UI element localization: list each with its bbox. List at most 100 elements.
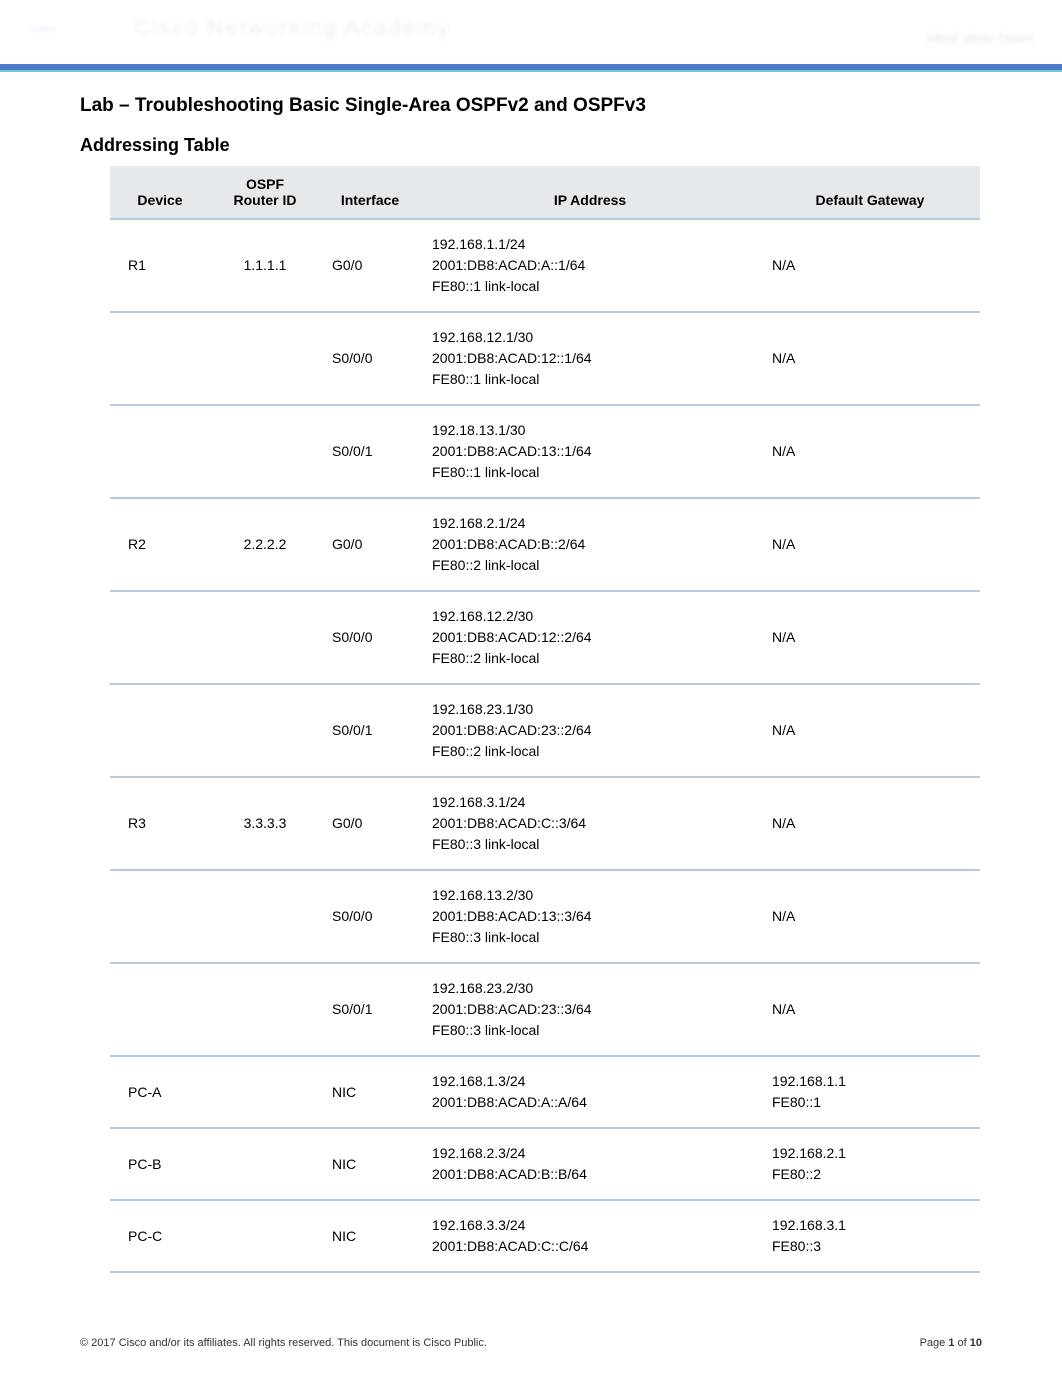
gateway-value: N/A — [772, 906, 968, 927]
ip-value: 2001:DB8:ACAD:A::1/64 — [432, 255, 748, 276]
ip-value: 2001:DB8:ACAD:B::2/64 — [432, 534, 748, 555]
gateway-value: N/A — [772, 348, 968, 369]
cell-device — [110, 591, 210, 684]
cell-device: R1 — [110, 219, 210, 312]
gateway-value: FE80::3 — [772, 1236, 968, 1257]
th-ip-address: IP Address — [420, 166, 760, 219]
ip-value: 192.168.2.3/24 — [432, 1143, 748, 1164]
ip-value: FE80::1 link-local — [432, 369, 748, 390]
cell-device — [110, 963, 210, 1056]
table-header-row: Device OSPF Router ID Interface IP Addre… — [110, 166, 980, 219]
cell-interface: G0/0 — [320, 219, 420, 312]
ip-value: 2001:DB8:ACAD:B::B/64 — [432, 1164, 748, 1185]
cell-default-gateway: N/A — [760, 405, 980, 498]
lab-title: Lab – Troubleshooting Basic Single-Area … — [80, 95, 982, 117]
footer-page-prefix: Page — [920, 1337, 949, 1349]
ip-value: 2001:DB8:ACAD:C::3/64 — [432, 813, 748, 834]
table-row: S0/0/1 192.168.23.2/302001:DB8:ACAD:23::3… — [110, 963, 980, 1056]
page-header: cisco Cisco Networking Academy Mind Wide… — [0, 0, 1062, 70]
footer-page-sep: of — [954, 1337, 969, 1349]
cell-router-id — [210, 1200, 320, 1272]
table-row: S0/0/0192.168.12.2/302001:DB8:ACAD:12::2… — [110, 591, 980, 684]
ip-value: 2001:DB8:ACAD:12::1/64 — [432, 348, 748, 369]
cell-ip-address: 192.168.3.3/242001:DB8:ACAD:C::C/64 — [420, 1200, 760, 1272]
cell-ip-address: 192.168.2.1/242001:DB8:ACAD:B::2/64FE80:… — [420, 498, 760, 591]
table-row: R11.1.1.1G0/0192.168.1.1/242001:DB8:ACAD… — [110, 219, 980, 312]
ip-value: 192.168.23.2/30 — [432, 978, 748, 999]
cell-ip-address: 192.168.23.1/302001:DB8:ACAD:23::2/64FE8… — [420, 684, 760, 777]
cell-interface: G0/0 — [320, 777, 420, 870]
cell-router-id: 2.2.2.2 — [210, 498, 320, 591]
header-right-text: Mind Wide Open — [928, 30, 1032, 46]
cell-device — [110, 312, 210, 405]
ip-value: 192.168.1.3/24 — [432, 1071, 748, 1092]
th-router-id-line1: OSPF — [218, 176, 312, 192]
ip-value: 2001:DB8:ACAD:23::3/64 — [432, 999, 748, 1020]
ip-value: FE80::3 link-local — [432, 927, 748, 948]
cell-router-id — [210, 312, 320, 405]
cell-device — [110, 870, 210, 963]
cell-router-id — [210, 1056, 320, 1128]
th-device: Device — [110, 166, 210, 219]
ip-value: 2001:DB8:ACAD:13::3/64 — [432, 906, 748, 927]
cell-interface: S0/0/0 — [320, 312, 420, 405]
cell-device — [110, 684, 210, 777]
th-router-id: OSPF Router ID — [210, 166, 320, 219]
cell-device: PC-B — [110, 1128, 210, 1200]
table-row: S0/0/0192.168.13.2/302001:DB8:ACAD:13::3… — [110, 870, 980, 963]
cell-default-gateway: 192.168.1.1FE80::1 — [760, 1056, 980, 1128]
table-row: S0/0/1192.18.13.1/302001:DB8:ACAD:13::1/… — [110, 405, 980, 498]
cell-default-gateway: N/A — [760, 870, 980, 963]
cell-device: PC-C — [110, 1200, 210, 1272]
addressing-table: Device OSPF Router ID Interface IP Addre… — [110, 166, 980, 1273]
cell-ip-address: 192.168.1.3/242001:DB8:ACAD:A::A/64 — [420, 1056, 760, 1128]
cell-router-id — [210, 870, 320, 963]
ip-value: 192.168.13.2/30 — [432, 885, 748, 906]
ip-value: 2001:DB8:ACAD:12::2/64 — [432, 627, 748, 648]
ip-value: FE80::2 link-local — [432, 555, 748, 576]
cell-interface: S0/0/1 — [320, 963, 420, 1056]
cell-router-id — [210, 1128, 320, 1200]
cell-interface: S0/0/1 — [320, 684, 420, 777]
cell-interface: NIC — [320, 1200, 420, 1272]
gateway-value: N/A — [772, 441, 968, 462]
ip-value: 2001:DB8:ACAD:A::A/64 — [432, 1092, 748, 1113]
gateway-value: N/A — [772, 255, 968, 276]
header-center-text: Cisco Networking Academy — [134, 15, 450, 41]
gateway-value: 192.168.1.1 — [772, 1071, 968, 1092]
cell-ip-address: 192.168.3.1/242001:DB8:ACAD:C::3/64FE80:… — [420, 777, 760, 870]
ip-value: 192.168.12.1/30 — [432, 327, 748, 348]
cell-default-gateway: N/A — [760, 777, 980, 870]
footer-page-total: 10 — [970, 1337, 982, 1349]
addressing-table-wrap: Device OSPF Router ID Interface IP Addre… — [110, 166, 972, 1273]
gateway-value: N/A — [772, 627, 968, 648]
cell-device — [110, 405, 210, 498]
cell-router-id: 3.3.3.3 — [210, 777, 320, 870]
th-default-gateway: Default Gateway — [760, 166, 980, 219]
gateway-value: N/A — [772, 813, 968, 834]
cell-ip-address: 192.168.1.1/242001:DB8:ACAD:A::1/64FE80:… — [420, 219, 760, 312]
addressing-table-body: R11.1.1.1G0/0192.168.1.1/242001:DB8:ACAD… — [110, 219, 980, 1272]
th-router-id-line2: Router ID — [218, 192, 312, 208]
ip-value: FE80::3 link-local — [432, 1020, 748, 1041]
cell-router-id — [210, 684, 320, 777]
cell-ip-address: 192.18.13.1/302001:DB8:ACAD:13::1/64FE80… — [420, 405, 760, 498]
ip-value: 2001:DB8:ACAD:13::1/64 — [432, 441, 748, 462]
ip-value: FE80::1 link-local — [432, 276, 748, 297]
cell-router-id — [210, 405, 320, 498]
ip-value: 192.168.1.1/24 — [432, 234, 748, 255]
gateway-value: FE80::2 — [772, 1164, 968, 1185]
gateway-value: N/A — [772, 720, 968, 741]
cell-default-gateway: 192.168.2.1FE80::2 — [760, 1128, 980, 1200]
table-row: PC-BNIC192.168.2.3/242001:DB8:ACAD:B::B/… — [110, 1128, 980, 1200]
gateway-value: FE80::1 — [772, 1092, 968, 1113]
cell-device: R3 — [110, 777, 210, 870]
table-row: R33.3.3.3G0/0192.168.3.1/242001:DB8:ACAD… — [110, 777, 980, 870]
cell-device: R2 — [110, 498, 210, 591]
footer-page-indicator: Page 1 of 10 — [920, 1337, 982, 1349]
table-row: PC-ANIC192.168.1.3/242001:DB8:ACAD:A::A/… — [110, 1056, 980, 1128]
cell-default-gateway: N/A — [760, 591, 980, 684]
cell-router-id — [210, 591, 320, 684]
table-row: S0/0/1192.168.23.1/302001:DB8:ACAD:23::2… — [110, 684, 980, 777]
cell-router-id: 1.1.1.1 — [210, 219, 320, 312]
